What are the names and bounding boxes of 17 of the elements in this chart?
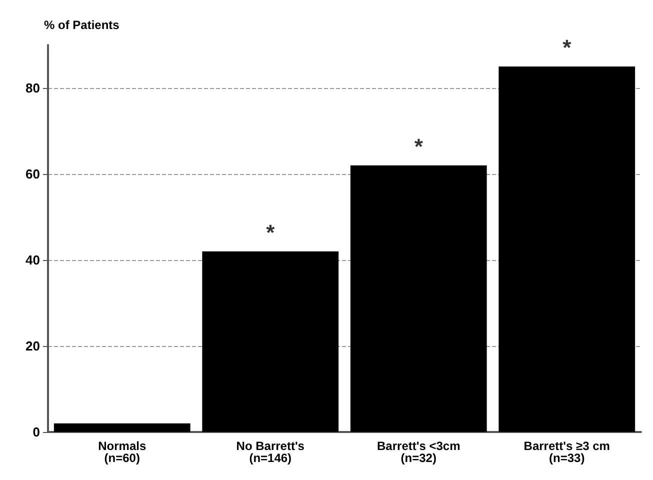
- y-tick-label: 20: [26, 338, 40, 354]
- bar: [54, 423, 190, 432]
- x-tick-label: Normals (n=60): [98, 439, 146, 465]
- y-axis-title: % of Patients: [44, 18, 120, 32]
- bar: [498, 66, 636, 432]
- x-tick-label: Barrett's <3cm (n=32): [377, 439, 460, 465]
- y-tick-label: 0: [32, 424, 40, 440]
- annotation: *: [266, 220, 276, 245]
- y-tick-label: 40: [26, 252, 40, 268]
- x-tick-label: Barrett's ≥3 cm (n=33): [524, 439, 610, 465]
- bar: [202, 251, 339, 432]
- annotation: *: [562, 35, 572, 60]
- bar: [350, 165, 487, 432]
- y-tick-label: 60: [26, 166, 40, 182]
- y-tick-label: 80: [26, 80, 40, 96]
- x-tick-label: No Barrett's (n=146): [236, 439, 305, 465]
- annotation: *: [414, 134, 424, 159]
